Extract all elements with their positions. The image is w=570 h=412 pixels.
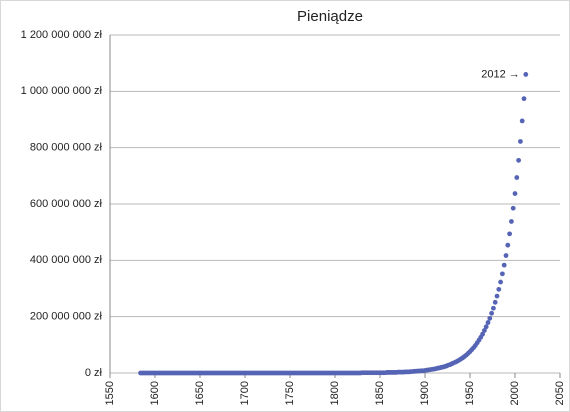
x-tick-label: 1800 [329, 381, 341, 405]
data-point [521, 96, 527, 102]
data-point [496, 286, 502, 292]
data-point [512, 191, 518, 196]
x-tick-label: 1900 [419, 381, 431, 405]
data-point [489, 310, 494, 316]
data-point [509, 219, 514, 224]
data-point [523, 72, 529, 77]
data-point [516, 157, 521, 163]
x-tick-label: 1750 [284, 381, 296, 405]
data-point [507, 231, 512, 237]
y-tick-label: 600 000 000 zł [30, 198, 103, 210]
y-tick-label: 400 000 000 zł [30, 254, 103, 266]
data-point [480, 331, 485, 337]
annotation: 2012 → [481, 68, 520, 80]
data-point [503, 253, 509, 258]
y-tick-label: 1 200 000 000 zł [21, 29, 103, 41]
data-point [501, 262, 507, 268]
x-tick-label: 1550 [104, 381, 116, 405]
data-point [494, 293, 500, 299]
y-tick-label: 800 000 000 zł [30, 142, 103, 154]
data-point [519, 118, 525, 124]
x-tick-label: 2050 [554, 381, 566, 405]
data-point [491, 305, 496, 311]
x-tick-label: 1950 [464, 381, 476, 405]
chart-title: Pieniądze [297, 8, 363, 25]
x-tick-label: 1850 [374, 381, 386, 405]
x-tick-label: 1600 [149, 381, 161, 405]
data-point [485, 320, 491, 325]
data-point [510, 205, 516, 211]
data-point [482, 328, 487, 333]
y-tick-label: 200 000 000 zł [30, 311, 103, 323]
data-point [518, 139, 523, 144]
x-tick-label: 1650 [194, 381, 206, 405]
x-tick-label: 1700 [239, 381, 251, 405]
data-point [483, 324, 489, 330]
x-tick-label: 2000 [509, 381, 521, 405]
y-tick-label: 0 zł [85, 367, 103, 379]
data-point [505, 242, 511, 248]
data-point [500, 271, 505, 277]
data-point [487, 315, 493, 321]
data-point [498, 279, 503, 285]
y-tick-label: 1 000 000 000 zł [21, 85, 103, 97]
data-point [492, 299, 498, 305]
data-point [514, 175, 520, 180]
